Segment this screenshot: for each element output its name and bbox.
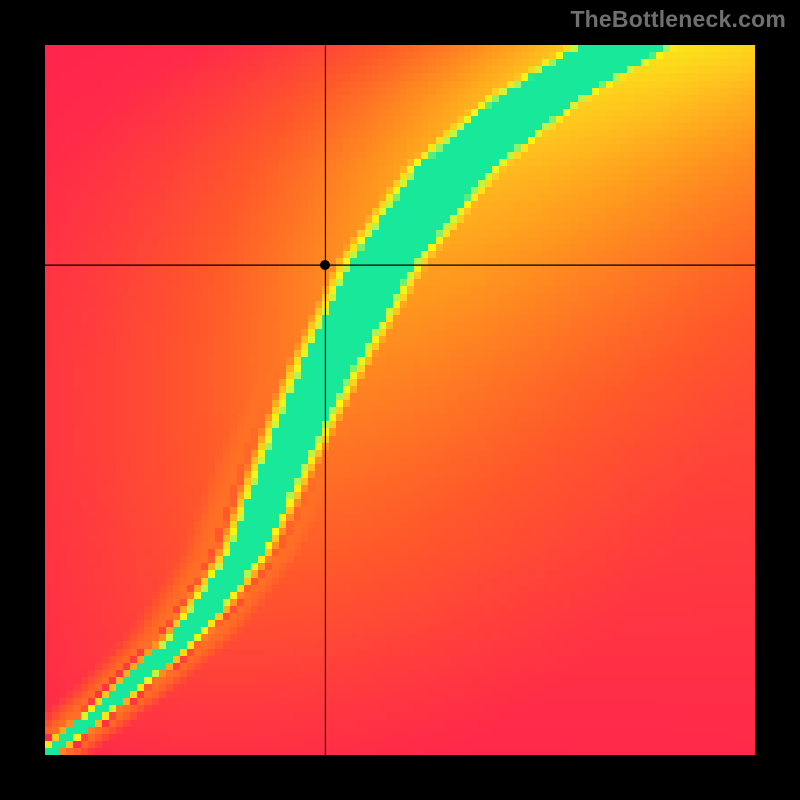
heatmap-canvas xyxy=(45,45,755,755)
heatmap-plot xyxy=(45,45,755,755)
chart-frame: TheBottleneck.com xyxy=(0,0,800,800)
selection-marker xyxy=(320,260,330,270)
site-watermark: TheBottleneck.com xyxy=(570,6,786,33)
